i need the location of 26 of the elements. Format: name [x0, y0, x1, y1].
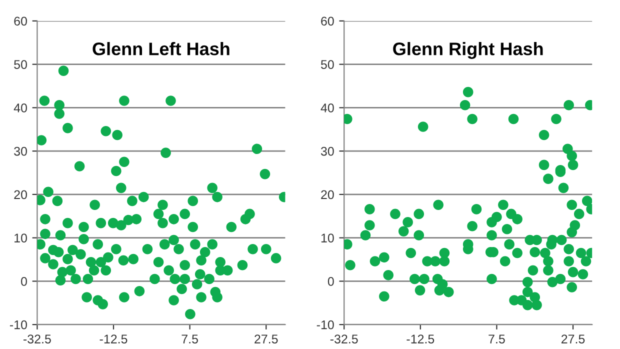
y-tick-label: 10 — [321, 234, 334, 242]
y-tick-label: 20 — [321, 190, 334, 200]
text: Glenn Right Hash — [393, 42, 543, 59]
y-tick-label: 50 — [320, 60, 334, 69]
y-tick-label: -10 — [316, 320, 334, 330]
y-tick-label: 60 — [14, 16, 27, 26]
y-tick-label: 10 — [14, 234, 27, 242]
y-tick-label: 40 — [320, 103, 334, 112]
y-tick-label: 50 — [14, 60, 27, 69]
y-tick-label: 30 — [320, 146, 334, 156]
y-tick-label: 0 — [21, 276, 27, 286]
y-tick-label: 20 — [14, 190, 27, 200]
x-tick-label: 27.5 — [561, 334, 585, 344]
x-tick-label: -12.5 — [406, 334, 434, 344]
y-tick-label: 0 — [328, 276, 334, 286]
x-tick-label: -32.5 — [24, 334, 51, 344]
y-tick-label: 60 — [321, 16, 334, 26]
text: Glenn Left Hash — [92, 42, 230, 56]
x-tick-label: 7.5 — [182, 334, 198, 344]
y-tick-label: -10 — [10, 320, 27, 330]
x-tick-label: 7.5 — [488, 334, 505, 344]
y-tick-label: 40 — [14, 103, 27, 112]
x-tick-label: -12.5 — [100, 334, 128, 344]
x-tick-label: -32.5 — [330, 334, 358, 344]
y-tick-label: 30 — [14, 146, 27, 156]
x-tick-label: 27.5 — [254, 334, 278, 344]
